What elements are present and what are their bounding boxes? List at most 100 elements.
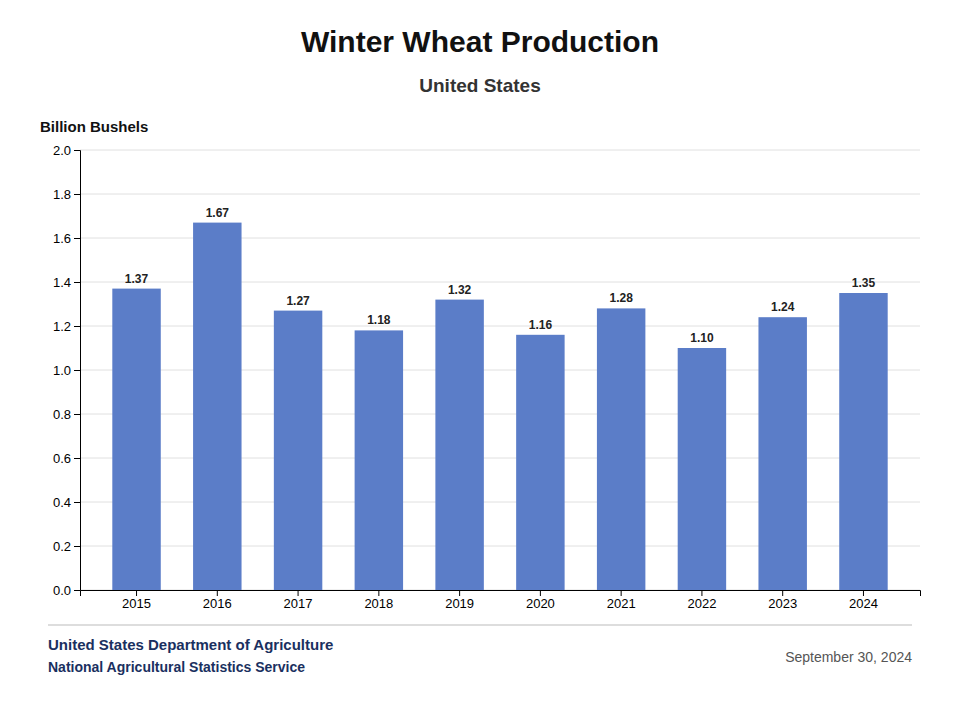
tick-label: 1.0 — [53, 363, 71, 378]
tick-label: 1.6 — [53, 231, 71, 246]
data-label: 1.32 — [448, 283, 472, 297]
tick-label: 2019 — [445, 596, 474, 611]
bar — [435, 300, 483, 590]
tick-mark — [378, 590, 379, 596]
bar — [839, 293, 887, 590]
tick-mark — [298, 590, 299, 596]
tick: 1.2 — [53, 319, 80, 334]
tick-mark — [136, 590, 137, 596]
y-axis: 0.0 0.2 0.4 0.6 0.8 1.0 1.2 1.4 1.6 1.8 2.0 — [53, 143, 81, 598]
bar — [758, 317, 806, 590]
bar — [516, 335, 564, 590]
tick-mark — [863, 590, 864, 596]
tick: 2021 — [607, 590, 636, 611]
bar — [355, 330, 403, 590]
tick-label: 2015 — [122, 596, 151, 611]
bar — [678, 348, 726, 590]
tick: 2017 — [284, 590, 313, 611]
tick-mark — [74, 238, 80, 239]
tick: 2020 — [526, 590, 555, 611]
subtitle: United States — [419, 75, 540, 96]
tick: 2024 — [849, 590, 878, 611]
data-label: 1.16 — [529, 318, 553, 332]
bar — [193, 223, 241, 590]
tick: 2018 — [364, 590, 393, 611]
chart: Winter Wheat Production United States Bill… — [0, 0, 960, 720]
tick-mark — [459, 590, 460, 596]
tick-mark — [701, 590, 702, 596]
bar — [112, 289, 160, 590]
tick: 1.8 — [53, 187, 80, 202]
tick-mark — [74, 194, 80, 195]
tick-label: 0.0 — [53, 583, 71, 598]
tick-label: 2.0 — [53, 143, 71, 158]
data-labels: 1.37 1.67 1.27 1.18 1.32 1.16 1.28 1.10 1.24 1.35 — [125, 206, 876, 345]
tick-mark — [782, 590, 783, 596]
tick-label: 0.6 — [53, 451, 71, 466]
tick-label: 1.2 — [53, 319, 71, 334]
data-label: 1.67 — [206, 206, 230, 220]
data-label: 1.27 — [286, 294, 310, 308]
tick-label: 2016 — [203, 596, 232, 611]
tick-label: 0.8 — [53, 407, 71, 422]
title: Winter Wheat Production — [301, 25, 659, 58]
data-label: 1.10 — [690, 331, 714, 345]
tick: 1.0 — [53, 363, 80, 378]
tick-label: 2022 — [687, 596, 716, 611]
tick: 0.2 — [53, 539, 80, 554]
tick-mark — [621, 590, 622, 596]
tick-label: 2023 — [768, 596, 797, 611]
data-label: 1.35 — [852, 276, 876, 290]
data-label: 1.28 — [609, 291, 633, 305]
annotation: United States Department of Agriculture — [48, 636, 333, 653]
annotation: September 30, 2024 — [785, 649, 912, 665]
tick-label: 1.4 — [53, 275, 71, 290]
annotation: National Agricultural Statistics Service — [48, 659, 305, 675]
tick-mark — [74, 282, 80, 283]
grid — [80, 150, 920, 590]
tick: 2023 — [768, 590, 797, 611]
tick-label: 2017 — [284, 596, 313, 611]
tick-mark — [74, 458, 80, 459]
tick-label: 2024 — [849, 596, 878, 611]
x-axis: 2015 2016 2017 2018 2019 2020 2021 2022 2023 2024 — [81, 590, 921, 611]
tick: 0.0 — [53, 583, 80, 598]
tick: 2022 — [687, 590, 716, 611]
tick: 2019 — [445, 590, 474, 611]
tick: 2016 — [203, 590, 232, 611]
tick: 0.8 — [53, 407, 80, 422]
tick-label: 2018 — [364, 596, 393, 611]
tick-label: 2020 — [526, 596, 555, 611]
axis-line — [81, 591, 921, 597]
axis-title: Billion Bushels — [40, 118, 148, 135]
tick: 0.4 — [53, 495, 80, 510]
data-label: 1.24 — [771, 300, 795, 314]
tick-mark — [74, 370, 80, 371]
tick-mark — [74, 590, 80, 591]
tick: 2.0 — [53, 143, 80, 158]
tick-label: 2021 — [607, 596, 636, 611]
tick: 0.6 — [53, 451, 80, 466]
bar — [274, 311, 322, 590]
tick: 2015 — [122, 590, 151, 611]
tick-mark — [540, 590, 541, 596]
tick: 1.4 — [53, 275, 80, 290]
axis-line — [74, 151, 81, 591]
plot: 1.37 1.67 1.27 1.18 1.32 1.16 1.28 1.10 1.24 1.35… — [53, 143, 921, 612]
tick-label: 0.2 — [53, 539, 71, 554]
tick-mark — [74, 150, 80, 151]
tick-mark — [74, 502, 80, 503]
grid-line — [80, 194, 920, 195]
separator — [48, 625, 912, 626]
tick-mark — [74, 546, 80, 547]
tick: 1.6 — [53, 231, 80, 246]
data-label: 1.18 — [367, 313, 391, 327]
bars — [112, 223, 887, 590]
tick-mark — [74, 414, 80, 415]
tick-mark — [74, 326, 80, 327]
tick-label: 1.8 — [53, 187, 71, 202]
data-label: 1.37 — [125, 272, 149, 286]
tick-label: 0.4 — [53, 495, 71, 510]
tick-mark — [217, 590, 218, 596]
bar — [597, 308, 645, 590]
